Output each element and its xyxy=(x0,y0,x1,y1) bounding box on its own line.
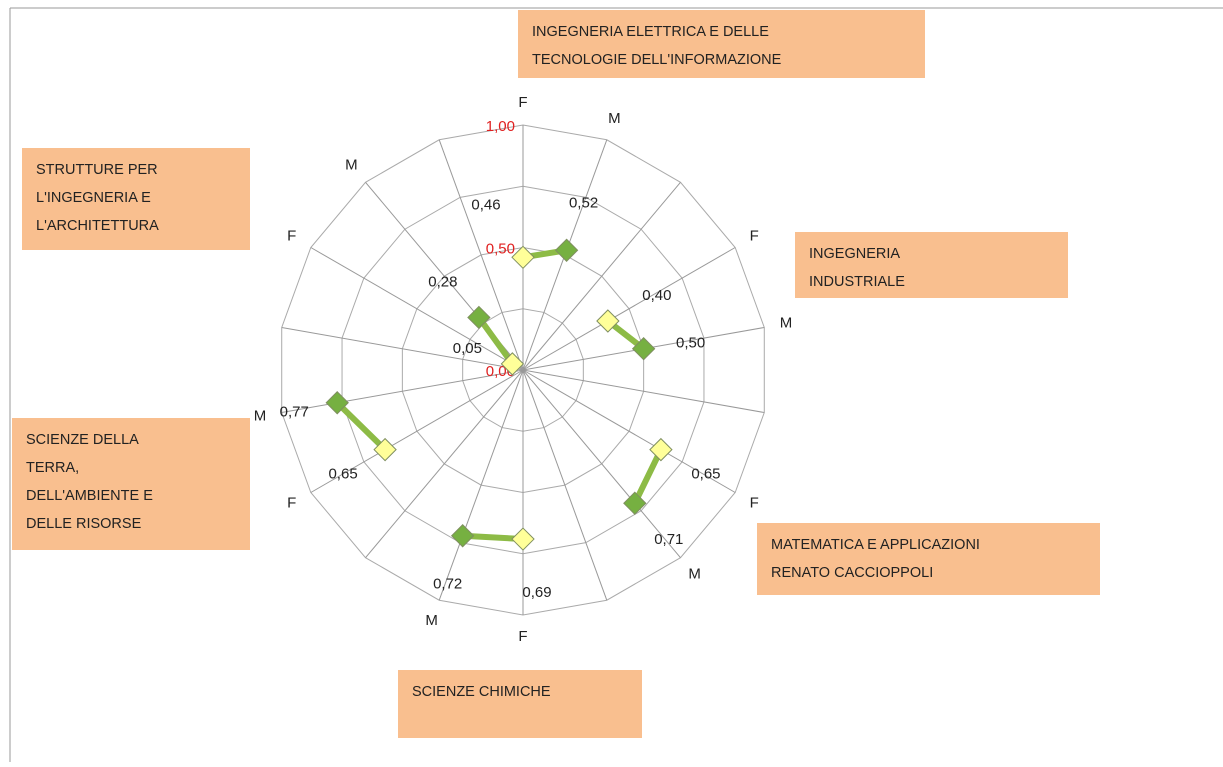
spoke xyxy=(522,181,681,371)
tick-label: 0,50 xyxy=(486,240,515,257)
department-label: DELL'AMBIENTE E xyxy=(26,488,153,504)
marker xyxy=(649,437,673,462)
department-label: SCIENZE DELLA xyxy=(26,432,139,448)
marker xyxy=(631,337,656,361)
spoke xyxy=(281,326,524,371)
marker xyxy=(511,527,535,551)
department-label: MATEMATICA E APPLICAZIONI xyxy=(771,537,980,553)
spoke xyxy=(522,369,736,493)
department-box: SCIENZE DELLA TERRA, DELL'AMBIENTE E DELLE … xyxy=(12,418,250,550)
box xyxy=(22,148,250,250)
marker xyxy=(467,305,491,330)
spoke xyxy=(438,369,524,601)
spoke xyxy=(310,369,524,493)
category-label: F xyxy=(287,494,296,511)
marker xyxy=(450,524,475,548)
department-label: L'INGEGNERIA E xyxy=(36,190,151,206)
spoke xyxy=(438,139,524,371)
category-label: M xyxy=(688,566,701,583)
series-line xyxy=(335,247,664,543)
department-label: STRUTTURE PER xyxy=(36,162,158,178)
value-label: 0,72 xyxy=(433,576,462,593)
box xyxy=(398,670,642,738)
department-box: SCIENZE CHIMICHE xyxy=(398,670,642,738)
value-label: 0,46 xyxy=(471,196,500,213)
marker xyxy=(554,238,579,262)
category-label: F xyxy=(750,227,759,244)
value-label: 0,65 xyxy=(328,466,357,483)
spoke xyxy=(522,369,681,559)
value-label: 0,05 xyxy=(453,340,482,357)
marker xyxy=(373,437,397,462)
category-label: M xyxy=(345,156,358,173)
value-label: 0,77 xyxy=(280,404,309,421)
category-label: F xyxy=(287,227,296,244)
category-label: F xyxy=(518,628,527,645)
spoke xyxy=(310,247,524,371)
category-label: M xyxy=(608,110,621,127)
box xyxy=(518,10,925,78)
marker xyxy=(511,245,535,270)
department-label: RENATO CACCIOPPOLI xyxy=(771,565,933,581)
department-label: TECNOLOGIE DELL'INFORMAZIONE xyxy=(532,52,782,68)
value-label: 0,52 xyxy=(569,194,598,211)
department-label: TERRA, xyxy=(26,460,79,476)
spoke xyxy=(522,369,765,414)
spoke xyxy=(365,369,524,559)
department-label: INGEGNERIA ELETTRICA E DELLE xyxy=(532,24,769,40)
marker xyxy=(500,352,525,376)
category-label: F xyxy=(750,494,759,511)
marker xyxy=(596,309,620,333)
department-box: MATEMATICA E APPLICAZIONI RENATO CACCIOPP… xyxy=(757,523,1100,595)
department-label: DELLE RISORSE xyxy=(26,516,142,532)
value-label: 0,71 xyxy=(654,531,683,548)
category-label: M xyxy=(254,407,267,424)
category-label: F xyxy=(518,94,527,111)
department-label: INGEGNERIA xyxy=(809,246,900,262)
box xyxy=(757,523,1100,595)
department-box: STRUTTURE PER L'INGEGNERIA E L'ARCHITETTUR… xyxy=(22,148,250,250)
tick-label: 1,00 xyxy=(486,118,515,135)
marker xyxy=(325,391,349,415)
department-label: L'ARCHITETTURA xyxy=(36,218,159,234)
department-box: INGEGNERIA ELETTRICA E DELLE TECNOLOGIE D… xyxy=(518,10,925,78)
category-label: M xyxy=(780,315,793,332)
marker xyxy=(623,491,647,515)
department-label: SCIENZE CHIMICHE xyxy=(412,684,551,700)
box xyxy=(795,232,1068,298)
value-label: 0,28 xyxy=(428,273,457,290)
box xyxy=(12,418,250,550)
value-label: 0,40 xyxy=(642,287,671,304)
value-label: 0,65 xyxy=(691,466,720,483)
department-box: INGEGNERIA INDUSTRIALE xyxy=(795,232,1068,298)
department-label: INDUSTRIALE xyxy=(809,274,905,290)
category-label: M xyxy=(425,612,438,629)
value-label: 0,69 xyxy=(522,584,551,601)
value-label: 0,50 xyxy=(676,335,705,352)
spoke xyxy=(281,369,524,414)
spoke xyxy=(522,247,736,371)
spoke xyxy=(522,369,608,601)
